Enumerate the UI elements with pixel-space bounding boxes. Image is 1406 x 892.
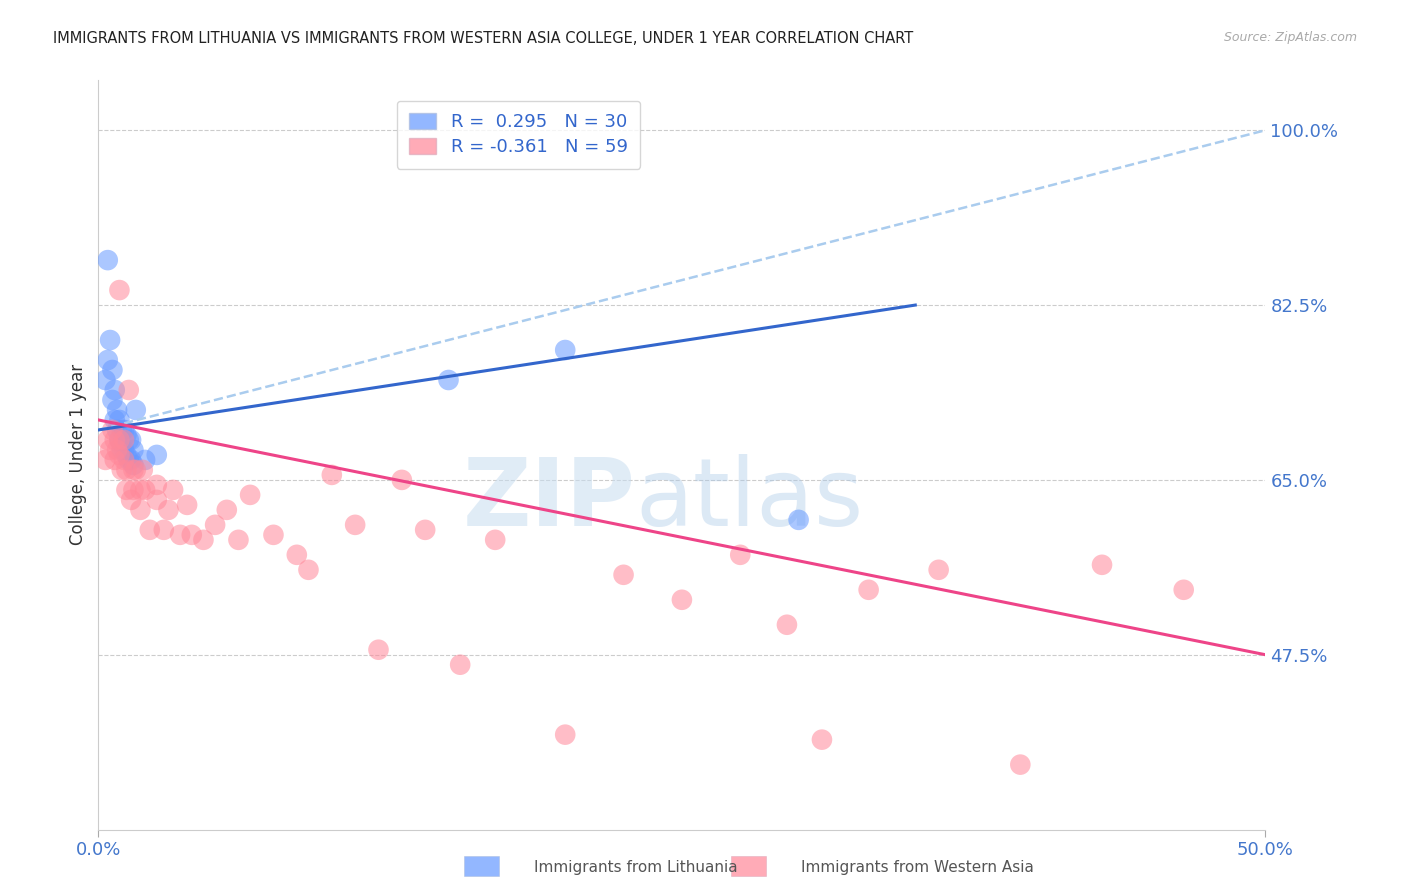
Point: [152, 523, 174, 537]
Point: [285, 548, 308, 562]
Point: [112, 453, 135, 467]
Point: [204, 517, 226, 532]
Point: [129, 483, 152, 497]
Point: [98, 442, 121, 457]
Point: [484, 533, 506, 547]
Point: [176, 498, 198, 512]
Point: [111, 463, 134, 477]
Point: [139, 523, 162, 537]
Point: [776, 617, 799, 632]
Point: [928, 563, 950, 577]
Point: [811, 732, 834, 747]
Point: [98, 333, 121, 347]
Point: [112, 442, 135, 457]
Point: [108, 433, 131, 447]
Point: [554, 728, 576, 742]
Point: [101, 392, 124, 407]
Point: [104, 383, 127, 397]
Point: [111, 442, 134, 457]
Legend: R =  0.295   N = 30, R = -0.361   N = 59: R = 0.295 N = 30, R = -0.361 N = 59: [396, 101, 641, 169]
Point: [193, 533, 215, 547]
Point: [787, 513, 810, 527]
Point: [108, 448, 131, 462]
Point: [146, 492, 169, 507]
Point: [108, 283, 131, 297]
Point: [112, 423, 135, 437]
Point: [157, 503, 180, 517]
Text: Immigrants from Western Asia: Immigrants from Western Asia: [801, 860, 1035, 874]
Point: [613, 567, 636, 582]
Point: [120, 492, 142, 507]
Point: [1010, 757, 1032, 772]
Point: [297, 563, 319, 577]
Point: [105, 442, 128, 457]
Point: [146, 478, 169, 492]
Point: [134, 483, 156, 497]
Point: [118, 383, 141, 397]
Point: [97, 353, 120, 368]
Text: Source: ZipAtlas.com: Source: ZipAtlas.com: [1223, 31, 1357, 45]
Y-axis label: College, Under 1 year: College, Under 1 year: [69, 364, 87, 546]
Point: [437, 373, 460, 387]
Point: [122, 458, 145, 472]
Text: ZIP: ZIP: [463, 454, 636, 546]
Point: [115, 448, 138, 462]
Point: [122, 483, 145, 497]
Point: [262, 528, 284, 542]
Text: IMMIGRANTS FROM LITHUANIA VS IMMIGRANTS FROM WESTERN ASIA COLLEGE, UNDER 1 YEAR : IMMIGRANTS FROM LITHUANIA VS IMMIGRANTS …: [53, 31, 914, 46]
Point: [122, 463, 145, 477]
Point: [449, 657, 471, 672]
Point: [169, 528, 191, 542]
Point: [129, 503, 152, 517]
Point: [118, 433, 141, 447]
Point: [730, 548, 752, 562]
Point: [554, 343, 576, 357]
Point: [94, 453, 117, 467]
Point: [115, 463, 138, 477]
Point: [112, 433, 135, 447]
Point: [94, 373, 117, 387]
Point: [134, 453, 156, 467]
Point: [108, 413, 131, 427]
Point: [228, 533, 250, 547]
Point: [180, 528, 202, 542]
Point: [115, 428, 138, 442]
Point: [97, 433, 120, 447]
Point: [125, 403, 148, 417]
Point: [108, 433, 131, 447]
Point: [215, 503, 238, 517]
Point: [120, 433, 142, 447]
Point: [115, 483, 138, 497]
Point: [146, 448, 169, 462]
Point: [132, 463, 155, 477]
Point: [120, 453, 142, 467]
Point: [125, 463, 148, 477]
Point: [367, 642, 389, 657]
Point: [122, 442, 145, 457]
Text: Immigrants from Lithuania: Immigrants from Lithuania: [534, 860, 738, 874]
Point: [104, 413, 127, 427]
Point: [105, 403, 128, 417]
Point: [391, 473, 413, 487]
Text: atlas: atlas: [636, 454, 863, 546]
Point: [111, 423, 134, 437]
Point: [105, 423, 128, 437]
Point: [344, 517, 367, 532]
Point: [1173, 582, 1195, 597]
Point: [118, 453, 141, 467]
Point: [321, 467, 343, 482]
Point: [101, 363, 124, 377]
Point: [104, 453, 127, 467]
Point: [162, 483, 184, 497]
Point: [239, 488, 262, 502]
Point: [413, 523, 436, 537]
Point: [97, 253, 120, 268]
Point: [1091, 558, 1114, 572]
Point: [858, 582, 880, 597]
Point: [671, 592, 693, 607]
Point: [101, 423, 124, 437]
Point: [104, 433, 127, 447]
